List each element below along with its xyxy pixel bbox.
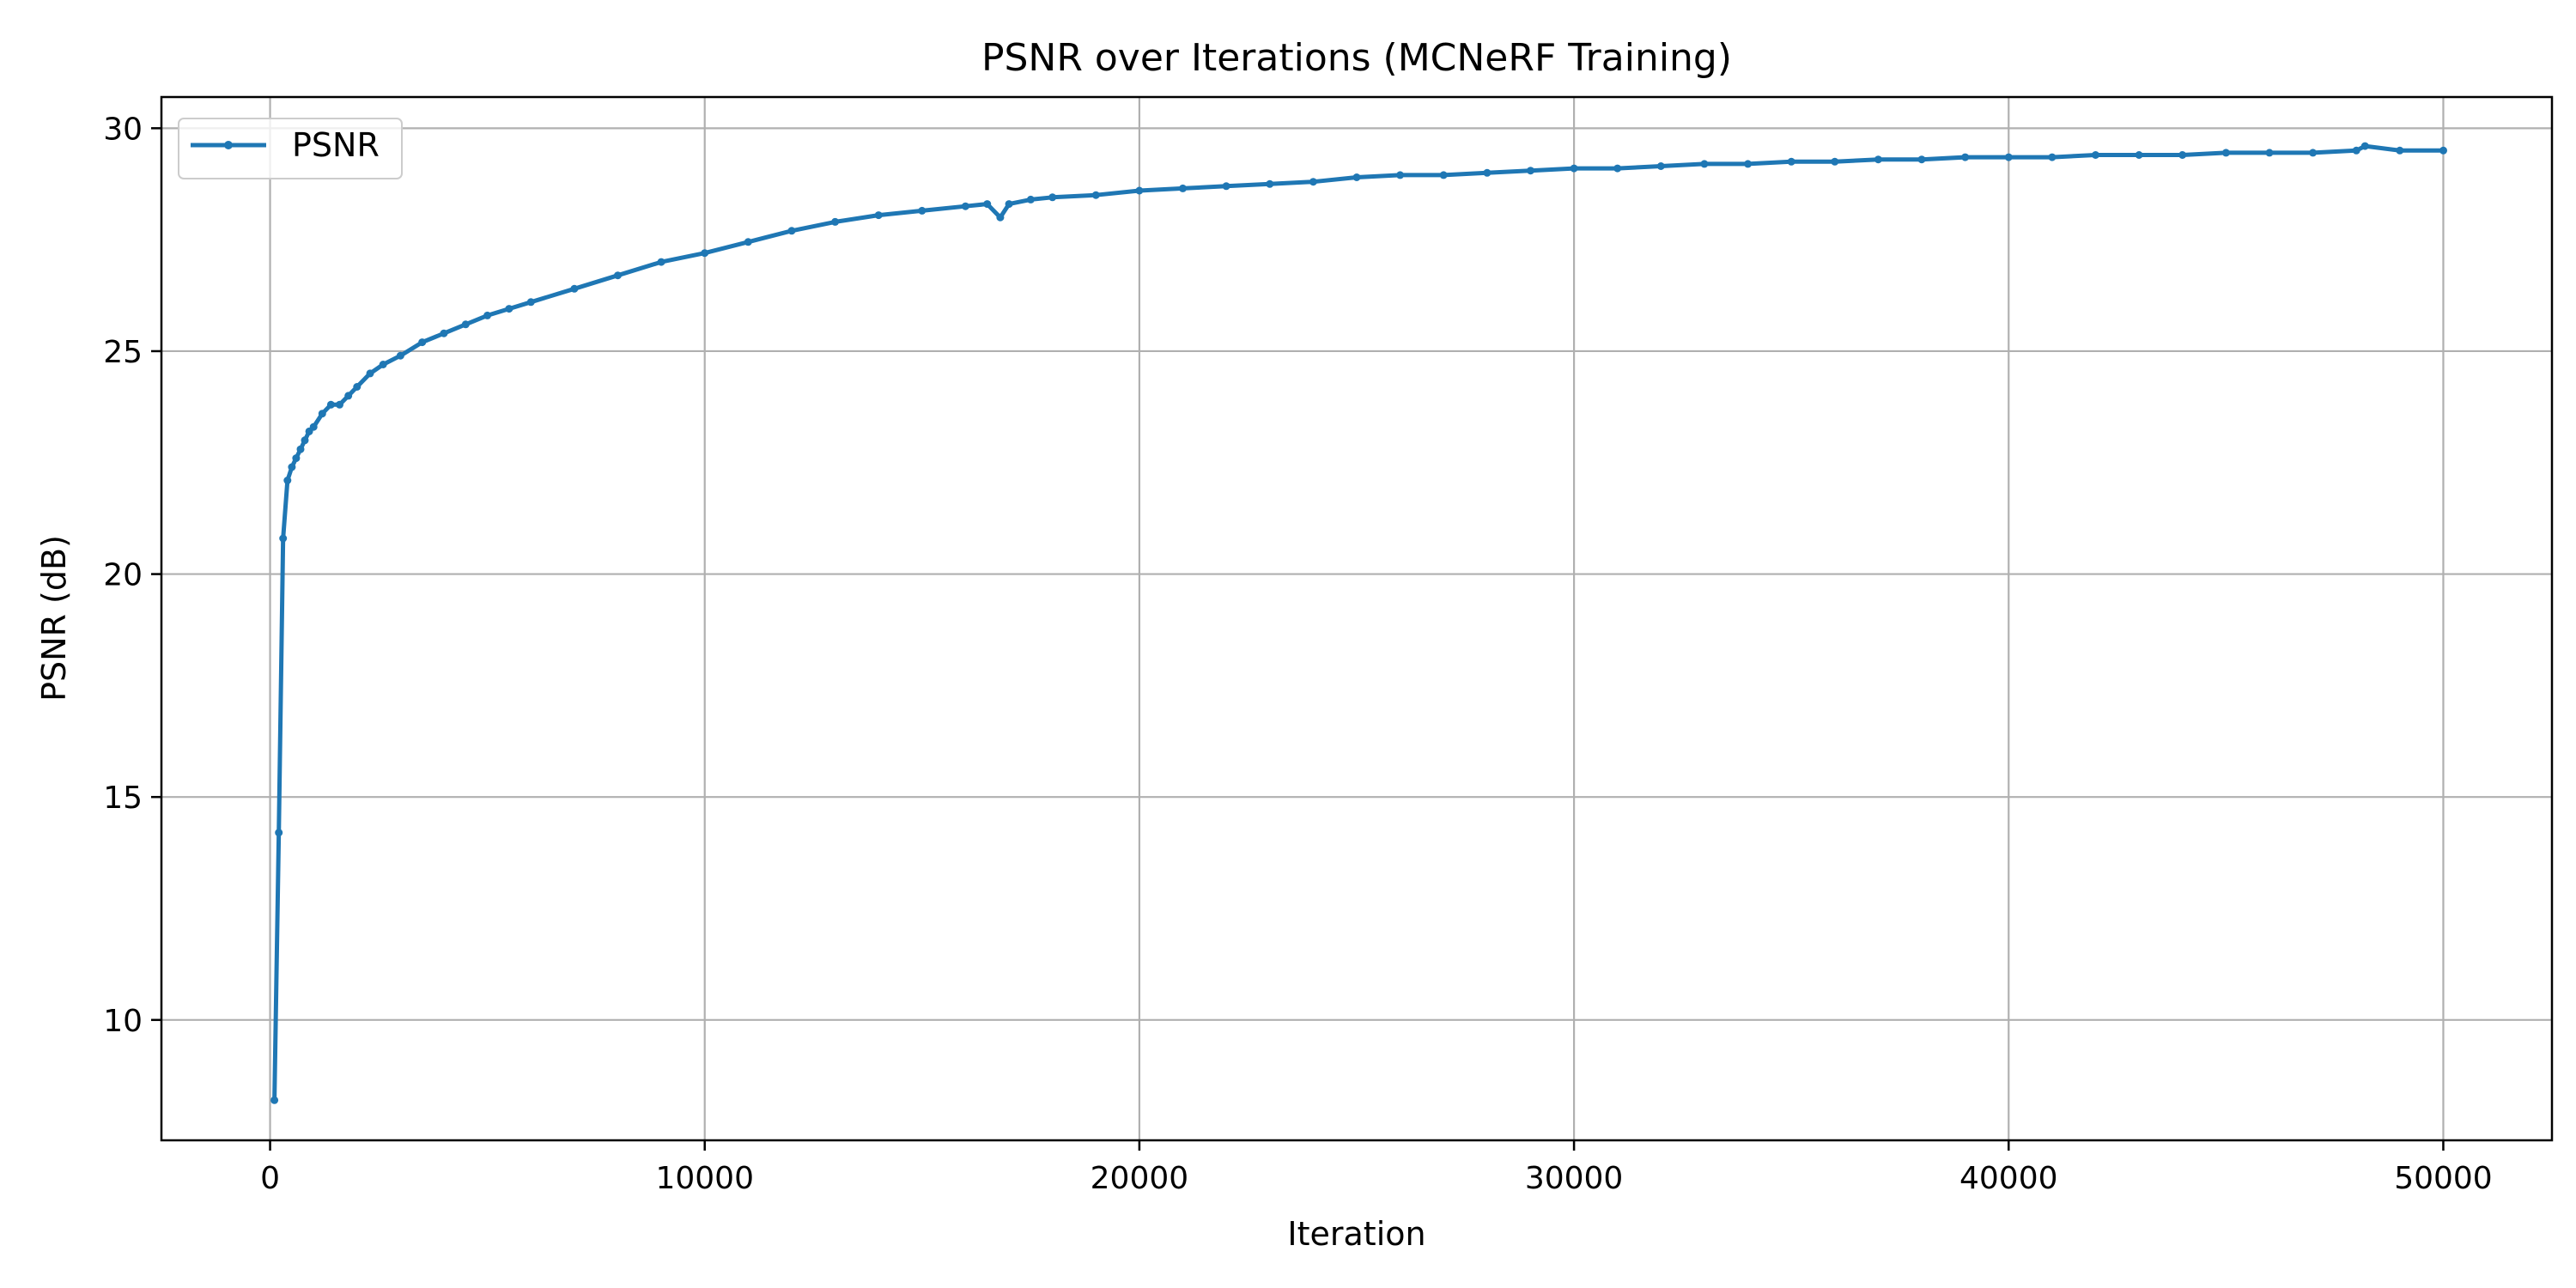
- chart-title: PSNR over Iterations (MCNeRF Training): [981, 36, 1732, 80]
- data-point-psnr: [744, 238, 752, 246]
- data-point-psnr: [379, 361, 387, 368]
- data-point-psnr: [1527, 167, 1534, 175]
- data-point-psnr: [461, 320, 470, 329]
- data-point-psnr: [874, 211, 883, 220]
- data-point-psnr: [1396, 171, 1405, 179]
- data-point-psnr: [1744, 160, 1753, 168]
- data-point-psnr: [701, 249, 709, 258]
- data-point-psnr: [1048, 193, 1057, 202]
- data-point-psnr: [1831, 157, 1839, 166]
- data-point-psnr: [353, 383, 361, 391]
- data-point-psnr: [2439, 146, 2447, 155]
- data-point-psnr: [2178, 151, 2187, 159]
- data-point-psnr: [1961, 153, 1970, 161]
- data-point-psnr: [787, 227, 796, 235]
- data-point-psnr: [396, 351, 404, 360]
- x-tick-label: 40000: [1959, 1161, 2058, 1196]
- legend: PSNR: [178, 118, 403, 179]
- legend-label-psnr: PSNR: [292, 126, 380, 164]
- data-point-psnr: [1656, 162, 1665, 170]
- data-point-psnr: [279, 534, 288, 543]
- data-point-psnr: [275, 829, 283, 837]
- data-point-psnr: [326, 400, 335, 409]
- y-tick-label: 10: [103, 1004, 143, 1039]
- data-point-psnr: [2360, 142, 2369, 150]
- data-point-psnr: [2135, 151, 2143, 159]
- data-point-psnr: [336, 400, 343, 409]
- data-point-psnr: [505, 305, 513, 313]
- data-point-psnr: [1026, 195, 1035, 204]
- data-point-psnr: [2309, 149, 2318, 157]
- data-point-psnr: [309, 422, 318, 431]
- legend-box: [178, 118, 403, 179]
- data-point-psnr: [1135, 186, 1144, 195]
- data-point-psnr: [2396, 146, 2404, 155]
- data-point-psnr: [1874, 155, 1882, 164]
- data-point-psnr: [270, 1096, 279, 1104]
- y-tick-label: 25: [103, 335, 143, 370]
- x-tick-label: 0: [260, 1161, 280, 1196]
- data-point-psnr: [1266, 179, 1274, 188]
- data-point-psnr: [657, 258, 665, 266]
- legend-marker-psnr: [224, 141, 233, 149]
- data-point-psnr: [983, 200, 992, 209]
- series-layer: [270, 142, 2447, 1104]
- data-point-psnr: [1787, 157, 1795, 166]
- data-point-psnr: [440, 329, 448, 337]
- data-point-psnr: [2004, 153, 2013, 161]
- data-point-psnr: [2221, 149, 2230, 157]
- data-point-psnr: [292, 454, 301, 463]
- y-tick-label: 30: [103, 112, 143, 147]
- y-tick-label: 15: [103, 781, 143, 816]
- data-point-psnr: [1439, 171, 1448, 179]
- data-point-psnr: [1700, 160, 1709, 168]
- data-point-psnr: [344, 392, 353, 400]
- data-point-psnr: [1091, 191, 1100, 199]
- y-axis-label: PSNR (dB): [35, 535, 73, 702]
- data-point-psnr: [288, 463, 296, 471]
- data-point-psnr: [318, 410, 326, 418]
- data-point-psnr: [2352, 146, 2360, 155]
- data-point-psnr: [1005, 200, 1013, 209]
- data-point-psnr: [831, 217, 840, 226]
- data-point-psnr: [1570, 164, 1578, 173]
- data-point-psnr: [996, 213, 1005, 222]
- data-point-psnr: [1917, 155, 1926, 164]
- grid-lines: [161, 97, 2552, 1140]
- x-tick-label: 50000: [2394, 1161, 2493, 1196]
- x-tick-label: 20000: [1091, 1161, 1189, 1196]
- data-point-psnr: [301, 436, 309, 445]
- data-point-psnr: [1222, 182, 1230, 191]
- data-point-psnr: [283, 477, 292, 484]
- data-point-psnr: [1613, 164, 1622, 173]
- data-point-psnr: [1352, 173, 1361, 181]
- data-point-psnr: [1179, 184, 1187, 192]
- data-point-psnr: [1483, 168, 1492, 177]
- data-point-psnr: [570, 284, 579, 293]
- axis-ticks: 0 10000 20000 30000 40000 50000 10 15 20 25 30: [103, 112, 2493, 1196]
- data-point-psnr: [418, 338, 427, 347]
- data-point-psnr: [1309, 178, 1317, 186]
- data-point-psnr: [526, 298, 535, 307]
- x-tick-label: 30000: [1525, 1161, 1624, 1196]
- data-point-psnr: [483, 311, 492, 319]
- data-point-psnr: [296, 445, 305, 453]
- data-point-psnr: [2092, 151, 2099, 159]
- data-point-psnr: [918, 206, 927, 215]
- data-point-psnr: [2265, 149, 2274, 157]
- data-point-psnr: [2048, 153, 2057, 161]
- data-point-psnr: [961, 202, 969, 210]
- y-tick-label: 20: [103, 558, 143, 593]
- x-axis-label: Iteration: [1287, 1215, 1425, 1253]
- data-point-psnr: [614, 271, 622, 280]
- data-point-psnr: [366, 369, 374, 378]
- plot-frame: [160, 95, 2554, 1142]
- x-tick-label: 10000: [655, 1161, 754, 1196]
